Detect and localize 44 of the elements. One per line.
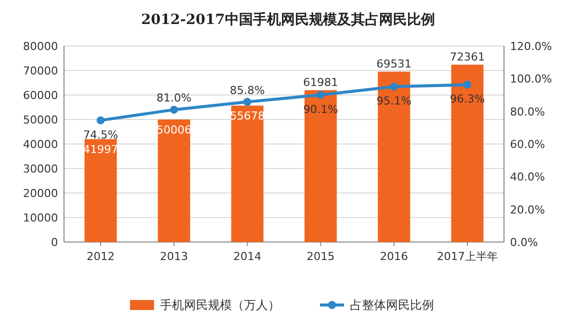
legend-label: 手机网民规模（万人） — [160, 298, 280, 312]
data-label: 69531 — [376, 58, 412, 71]
data-label: 81.0% — [156, 92, 192, 105]
y2-tick-label: 0.0% — [510, 236, 538, 249]
x-tick-label: 2012 — [86, 250, 115, 263]
data-label: 41997 — [83, 143, 118, 156]
data-label: 74.5% — [83, 128, 118, 142]
y-tick-label: 20000 — [23, 187, 58, 200]
y2-tick-label: 80.0% — [510, 105, 545, 118]
bar — [231, 106, 264, 242]
x-tick-label: 2013 — [160, 250, 188, 263]
y2-tick-label: 120.0% — [510, 40, 552, 53]
point — [243, 98, 252, 106]
y-tick-label: 70000 — [23, 64, 58, 78]
chart-title: 2012-2017中国手机网民规模及其占网民比例 — [141, 11, 435, 28]
y-tick-label: 50000 — [23, 114, 58, 126]
y2-tick-label: 40.0% — [510, 170, 545, 184]
y-tick-label: 30000 — [23, 162, 58, 176]
bar — [304, 90, 337, 242]
bar — [84, 139, 117, 242]
point — [463, 80, 472, 89]
point — [390, 82, 398, 91]
data-label: 61981 — [303, 76, 338, 90]
legend-label: 占整体网民比例 — [350, 298, 434, 312]
bar — [378, 72, 410, 242]
data-label: 85.8% — [230, 84, 265, 97]
y-tick-label: 10000 — [23, 212, 58, 224]
bar — [158, 119, 190, 242]
data-label: 72361 — [450, 50, 485, 64]
bar — [451, 64, 484, 242]
x-tick-label: 2016 — [380, 250, 408, 263]
y2-tick-label: 60.0% — [510, 138, 545, 151]
y-tick-label: 60000 — [23, 89, 58, 102]
y-tick-label: 80000 — [23, 40, 58, 53]
point — [96, 116, 105, 124]
x-tick-label: 2015 — [306, 250, 335, 263]
x-tick-label: 2017上半年 — [436, 250, 498, 263]
y-tick-label: 0 — [51, 236, 58, 249]
x-tick-label: 2014 — [233, 250, 262, 263]
y2-tick-label: 100.0% — [510, 72, 552, 86]
point — [170, 106, 178, 114]
point — [316, 90, 325, 99]
y-tick-label: 40000 — [23, 138, 58, 151]
y2-tick-label: 20.0% — [510, 203, 545, 216]
